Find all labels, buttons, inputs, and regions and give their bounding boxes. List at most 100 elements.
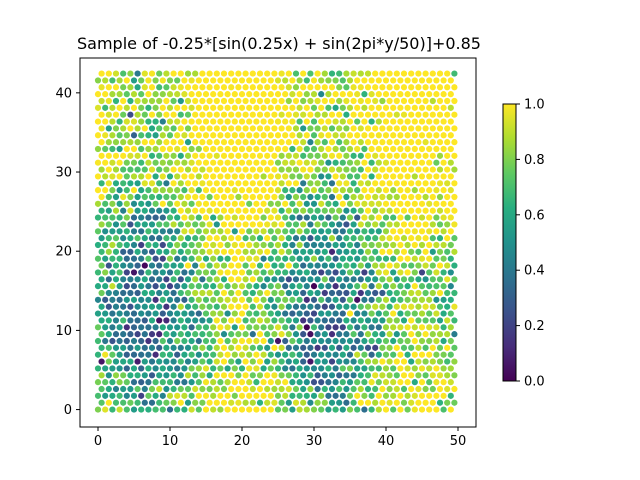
scatter-point: [123, 392, 130, 399]
scatter-point: [361, 406, 368, 413]
scatter-point: [105, 262, 112, 269]
scatter-point: [256, 372, 264, 379]
scatter-point: [184, 235, 192, 242]
scatter-point: [307, 139, 314, 146]
scatter-point: [127, 207, 134, 214]
scatter-point: [127, 372, 134, 379]
scatter-point: [426, 255, 433, 262]
scatter-point: [321, 111, 328, 118]
scatter-point: [130, 173, 138, 180]
scatter-point: [156, 344, 163, 351]
scatter-point: [379, 372, 386, 379]
scatter-point: [429, 125, 436, 132]
scatter-point: [246, 104, 253, 111]
scatter-point: [372, 276, 379, 283]
scatter-point: [422, 193, 429, 201]
scatter-point: [343, 248, 350, 255]
scatter-point: [440, 159, 447, 166]
scatter-point: [357, 399, 364, 406]
scatter-point: [444, 276, 451, 283]
scatter-point: [436, 125, 444, 132]
scatter-point: [368, 351, 375, 358]
scatter-point: [346, 351, 354, 358]
scatter-point: [397, 379, 404, 386]
scatter-point: [346, 228, 354, 235]
scatter-point: [127, 166, 134, 173]
scatter-point: [292, 221, 300, 228]
scatter-point: [148, 331, 156, 338]
scatter-point: [148, 385, 156, 393]
scatter-point: [120, 262, 127, 269]
scatter-point: [343, 84, 350, 91]
scatter-point: [192, 276, 199, 283]
scatter-point: [228, 70, 235, 77]
scatter-point: [184, 180, 192, 187]
scatter-point: [174, 228, 181, 235]
scatter-point: [105, 166, 112, 173]
scatter-point: [278, 358, 285, 365]
scatter-point: [152, 187, 159, 194]
scatter-point: [242, 193, 249, 201]
scatter-point: [210, 296, 217, 303]
scatter-point: [289, 406, 296, 413]
scatter-point: [415, 166, 422, 173]
scatter-point: [444, 262, 451, 269]
scatter-point: [361, 324, 368, 331]
scatter-point: [296, 283, 303, 290]
scatter-point: [354, 77, 361, 84]
scatter-point: [372, 111, 379, 118]
scatter-point: [325, 228, 332, 235]
scatter-point: [447, 104, 454, 111]
scatter-point: [199, 262, 206, 269]
scatter-point: [364, 303, 372, 310]
scatter-point: [184, 344, 192, 351]
x-tick-label: 30: [306, 434, 323, 449]
scatter-point: [181, 392, 188, 399]
scatter-point: [188, 337, 195, 345]
scatter-point: [336, 207, 343, 214]
scatter-point: [249, 289, 256, 297]
scatter-point: [253, 379, 260, 386]
scatter-point: [238, 365, 246, 372]
scatter-point: [98, 289, 105, 297]
scatter-point: [224, 77, 231, 84]
scatter-point: [94, 173, 102, 180]
scatter-point: [354, 145, 361, 153]
scatter-point: [184, 385, 192, 393]
scatter-point: [102, 173, 109, 180]
scatter-point: [278, 111, 285, 118]
scatter-point: [386, 207, 393, 214]
scatter-point: [282, 173, 289, 180]
colorbar-ticks: 0.00.20.40.60.81.0: [516, 98, 545, 390]
scatter-point: [123, 351, 130, 358]
scatter-point: [411, 77, 418, 84]
scatter-point: [350, 235, 357, 242]
scatter-point: [98, 193, 105, 201]
scatter-point: [336, 139, 343, 146]
scatter-point: [195, 337, 202, 345]
scatter-point: [159, 145, 166, 153]
scatter-point: [282, 77, 289, 84]
scatter-point: [210, 159, 217, 166]
scatter-point: [123, 132, 130, 139]
scatter-point: [282, 351, 289, 358]
scatter-point: [354, 132, 361, 139]
scatter-point: [350, 358, 357, 365]
scatter-point: [177, 221, 184, 228]
scatter-point: [192, 97, 199, 105]
scatter-point: [411, 118, 418, 125]
scatter-point: [314, 125, 321, 132]
scatter-point: [267, 145, 274, 153]
colorbar-tick-label: 0.6: [524, 208, 545, 223]
scatter-point: [393, 289, 400, 297]
scatter-point: [134, 317, 141, 324]
scatter-point: [375, 104, 382, 111]
scatter-point: [224, 228, 231, 235]
scatter-point: [440, 118, 447, 125]
scatter-point: [130, 365, 138, 372]
scatter-point: [242, 84, 249, 91]
scatter-point: [418, 392, 426, 399]
scatter-point: [296, 365, 303, 372]
scatter-point: [98, 235, 105, 242]
scatter-point: [444, 193, 451, 201]
